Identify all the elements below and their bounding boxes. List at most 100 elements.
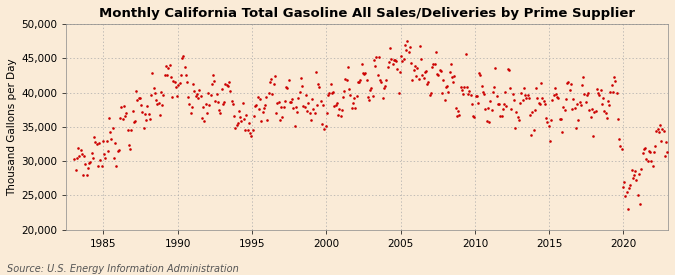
Point <box>574 100 585 104</box>
Point <box>151 98 161 102</box>
Point <box>593 91 603 96</box>
Point <box>518 86 529 90</box>
Point <box>260 103 271 107</box>
Point <box>128 120 139 124</box>
Point <box>386 56 397 61</box>
Point <box>219 100 230 104</box>
Point <box>601 115 612 120</box>
Point <box>107 126 118 131</box>
Point <box>290 124 300 128</box>
Point <box>271 111 281 116</box>
Point <box>198 105 209 109</box>
Point <box>597 96 608 100</box>
Point <box>298 104 308 108</box>
Point <box>437 90 448 95</box>
Point <box>504 68 514 73</box>
Point <box>331 100 342 105</box>
Point <box>469 115 480 119</box>
Point <box>162 73 173 78</box>
Point <box>566 82 576 86</box>
Point <box>294 89 305 94</box>
Point <box>348 101 358 105</box>
Point <box>105 130 115 134</box>
Point <box>130 119 140 123</box>
Point <box>603 99 614 103</box>
Point <box>351 94 362 98</box>
Point <box>288 105 299 110</box>
Point <box>236 119 247 123</box>
Point <box>111 164 122 169</box>
Point <box>606 83 617 88</box>
Text: Source: U.S. Energy Information Administration: Source: U.S. Energy Information Administ… <box>7 264 238 274</box>
Point <box>116 105 127 109</box>
Point <box>80 161 91 166</box>
Point <box>421 68 431 73</box>
Point <box>290 104 301 109</box>
Point <box>569 106 580 110</box>
Point <box>440 85 451 89</box>
Point <box>345 93 356 97</box>
Point <box>608 90 618 94</box>
Point <box>242 128 253 133</box>
Point <box>397 59 408 63</box>
Point <box>552 95 563 99</box>
Point <box>115 116 126 120</box>
Point <box>418 76 429 80</box>
Point <box>106 137 117 141</box>
Point <box>339 89 350 94</box>
Point <box>470 94 481 99</box>
Point <box>190 94 201 99</box>
Point <box>529 128 539 132</box>
Point <box>201 110 212 115</box>
Point <box>532 95 543 100</box>
Point <box>647 164 658 169</box>
Point <box>72 156 82 160</box>
Point <box>485 98 495 103</box>
Point <box>267 92 278 97</box>
Point <box>627 176 638 180</box>
Point <box>387 62 398 67</box>
Point <box>468 114 479 119</box>
Point <box>431 50 441 54</box>
Point <box>626 168 637 173</box>
Point <box>560 97 571 101</box>
Point <box>173 82 184 87</box>
Point <box>398 56 409 61</box>
Point <box>564 88 575 92</box>
Point <box>441 83 452 88</box>
Point <box>449 74 460 79</box>
Point <box>413 77 424 81</box>
Point <box>637 151 648 155</box>
Point <box>125 147 136 152</box>
Point <box>300 93 311 97</box>
Point <box>343 65 354 69</box>
Point <box>541 116 551 120</box>
Point <box>575 103 586 107</box>
Point <box>327 90 338 95</box>
Point <box>325 81 336 86</box>
Point <box>223 84 234 89</box>
Point <box>176 73 186 78</box>
Point <box>90 139 101 144</box>
Point <box>480 107 491 112</box>
Point <box>622 207 633 211</box>
Point <box>306 97 317 101</box>
Point <box>286 100 296 104</box>
Point <box>621 190 632 194</box>
Point <box>395 69 406 74</box>
Point <box>74 154 84 158</box>
Point <box>324 91 335 95</box>
Point <box>310 69 321 74</box>
Point <box>511 110 522 115</box>
Point <box>144 117 155 121</box>
Point <box>563 79 574 84</box>
Point <box>659 154 670 158</box>
Point <box>524 113 535 117</box>
Point <box>460 52 471 56</box>
Point <box>158 93 169 97</box>
Point <box>447 75 458 79</box>
Point <box>466 102 477 106</box>
Point <box>576 83 587 88</box>
Point <box>634 202 645 206</box>
Point <box>315 99 326 103</box>
